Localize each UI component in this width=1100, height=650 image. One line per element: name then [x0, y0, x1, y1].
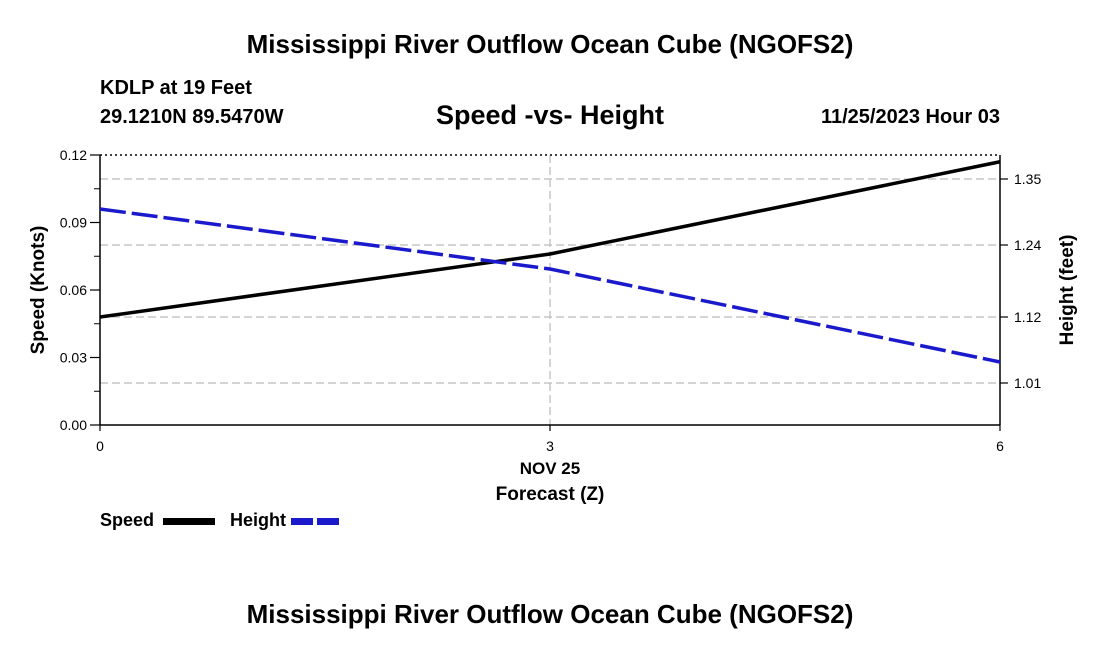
x-axis-label: Forecast (Z) — [496, 484, 605, 505]
series-line-height — [99, 207, 1001, 364]
y-axis-label-left: Speed (Knots) — [28, 226, 49, 355]
y-right-tick-label: 1.35 — [1014, 171, 1041, 187]
y-axis-label-right: Height (feet) — [1057, 235, 1078, 346]
y-left-tick-label: 0.06 — [60, 282, 87, 298]
legend-height-swatch — [291, 517, 344, 525]
station-name: KDLP at 19 Feet — [100, 77, 252, 99]
y-left-tick-label: 0.03 — [60, 350, 87, 366]
labels-layer: 0.00 0.03 0.06 0.09 0.12 1.01 1.12 1.24 1.35 0 3 6 N… — [28, 147, 1078, 505]
legend-height: Height — [230, 510, 344, 531]
y-left-tick-label: 0.09 — [60, 215, 87, 231]
footer-title: Mississippi River Outflow Ocean Cube (NG… — [246, 599, 854, 629]
y-left-tick-label: 0.00 — [60, 417, 87, 433]
grid-layer — [100, 155, 1000, 425]
station-coords: 29.1210N 89.5470W — [100, 106, 284, 128]
series-line-speed — [99, 160, 1001, 319]
legend-speed: Speed — [100, 510, 216, 531]
chart-title: Speed -vs- Height — [435, 100, 665, 130]
legend-height-label: Height — [230, 510, 286, 530]
x-tick-label: 3 — [546, 438, 554, 454]
main-title: Mississippi River Outflow Ocean Cube (NG… — [246, 29, 854, 59]
x-sublabel: NOV 25 — [520, 459, 580, 478]
legend-speed-swatch — [163, 517, 216, 525]
chart-date: 11/25/2023 Hour 03 — [820, 106, 1000, 128]
axes-layer — [90, 154, 1008, 431]
legend-speed-label: Speed — [100, 510, 155, 530]
x-tick-label: 6 — [996, 438, 1004, 454]
y-right-tick-label: 1.01 — [1014, 375, 1041, 391]
series-layer — [99, 160, 1001, 364]
y-left-tick-label: 0.12 — [60, 147, 87, 163]
x-tick-label: 0 — [96, 438, 104, 454]
y-right-tick-label: 1.24 — [1014, 237, 1041, 253]
y-right-tick-label: 1.12 — [1014, 309, 1041, 325]
